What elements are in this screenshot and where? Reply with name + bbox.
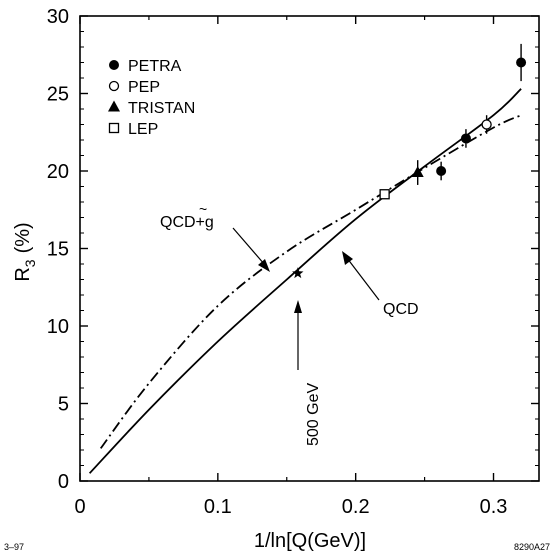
energy-label: 500 GeV: [305, 383, 322, 446]
petra-point: [436, 166, 447, 176]
qcd-gluino-curve: [99, 114, 522, 449]
petra-point: [516, 57, 527, 68]
y-axis-title: R3(%): [12, 222, 38, 281]
legend-marker-tristan: [108, 100, 120, 112]
x-tick-label: 0.2: [342, 496, 370, 518]
footer-right: 8290A27: [514, 542, 550, 552]
qcd-curve: [88, 88, 522, 474]
qcd-g-label: QCD+g: [160, 214, 214, 231]
energy-arrow-head: [294, 300, 302, 313]
y-tick-label: 30: [47, 6, 69, 28]
x-tick-label: 0.1: [204, 496, 232, 518]
legend-marker-petra: [109, 60, 119, 70]
qcd-arrow-head: [342, 251, 353, 265]
tristan-point: [411, 166, 424, 178]
gluino-tilde: ~: [199, 201, 207, 217]
footer-left: 3–97: [4, 542, 24, 552]
y-tick-label: 20: [47, 161, 69, 183]
y-tick-label: 0: [58, 471, 69, 493]
legend-label-petra: PETRA: [128, 58, 182, 75]
data-points: [379, 43, 527, 200]
axis-tick-labels: 0 0.1 0.2 0.3 0 5 10 15 20 25 30: [47, 6, 508, 518]
x-tick-label: 0.3: [480, 496, 508, 518]
qcd-g-arrow-line: [232, 227, 266, 266]
y-tick-label: 15: [47, 239, 69, 261]
qcd-label: QCD: [383, 301, 419, 318]
theory-curves: [88, 88, 522, 474]
x-tick-label: 0: [74, 496, 85, 518]
legend-label-tristan: TRISTAN: [128, 100, 195, 117]
y-tick-label: 10: [47, 316, 69, 338]
qcd-arrow-line: [346, 257, 380, 301]
legend-label-pep: PEP: [128, 79, 160, 96]
qcd-g-arrow-head: [258, 259, 270, 272]
legend-label-lep: LEP: [128, 121, 158, 138]
x-axis-title: 1/ln[Q(GeV)]: [254, 530, 366, 552]
pep-point: [481, 119, 492, 130]
lep-point: [379, 189, 390, 200]
legend-marker-pep: [108, 80, 120, 92]
petra-point: [460, 133, 471, 144]
star-marker: [292, 267, 304, 279]
legend: PETRA PEP TRISTAN LEP: [108, 58, 195, 138]
y-tick-label: 5: [58, 394, 69, 416]
axis-ticks: [79, 15, 539, 482]
y-tick-label: 25: [47, 84, 69, 106]
legend-marker-lep: [108, 122, 120, 134]
